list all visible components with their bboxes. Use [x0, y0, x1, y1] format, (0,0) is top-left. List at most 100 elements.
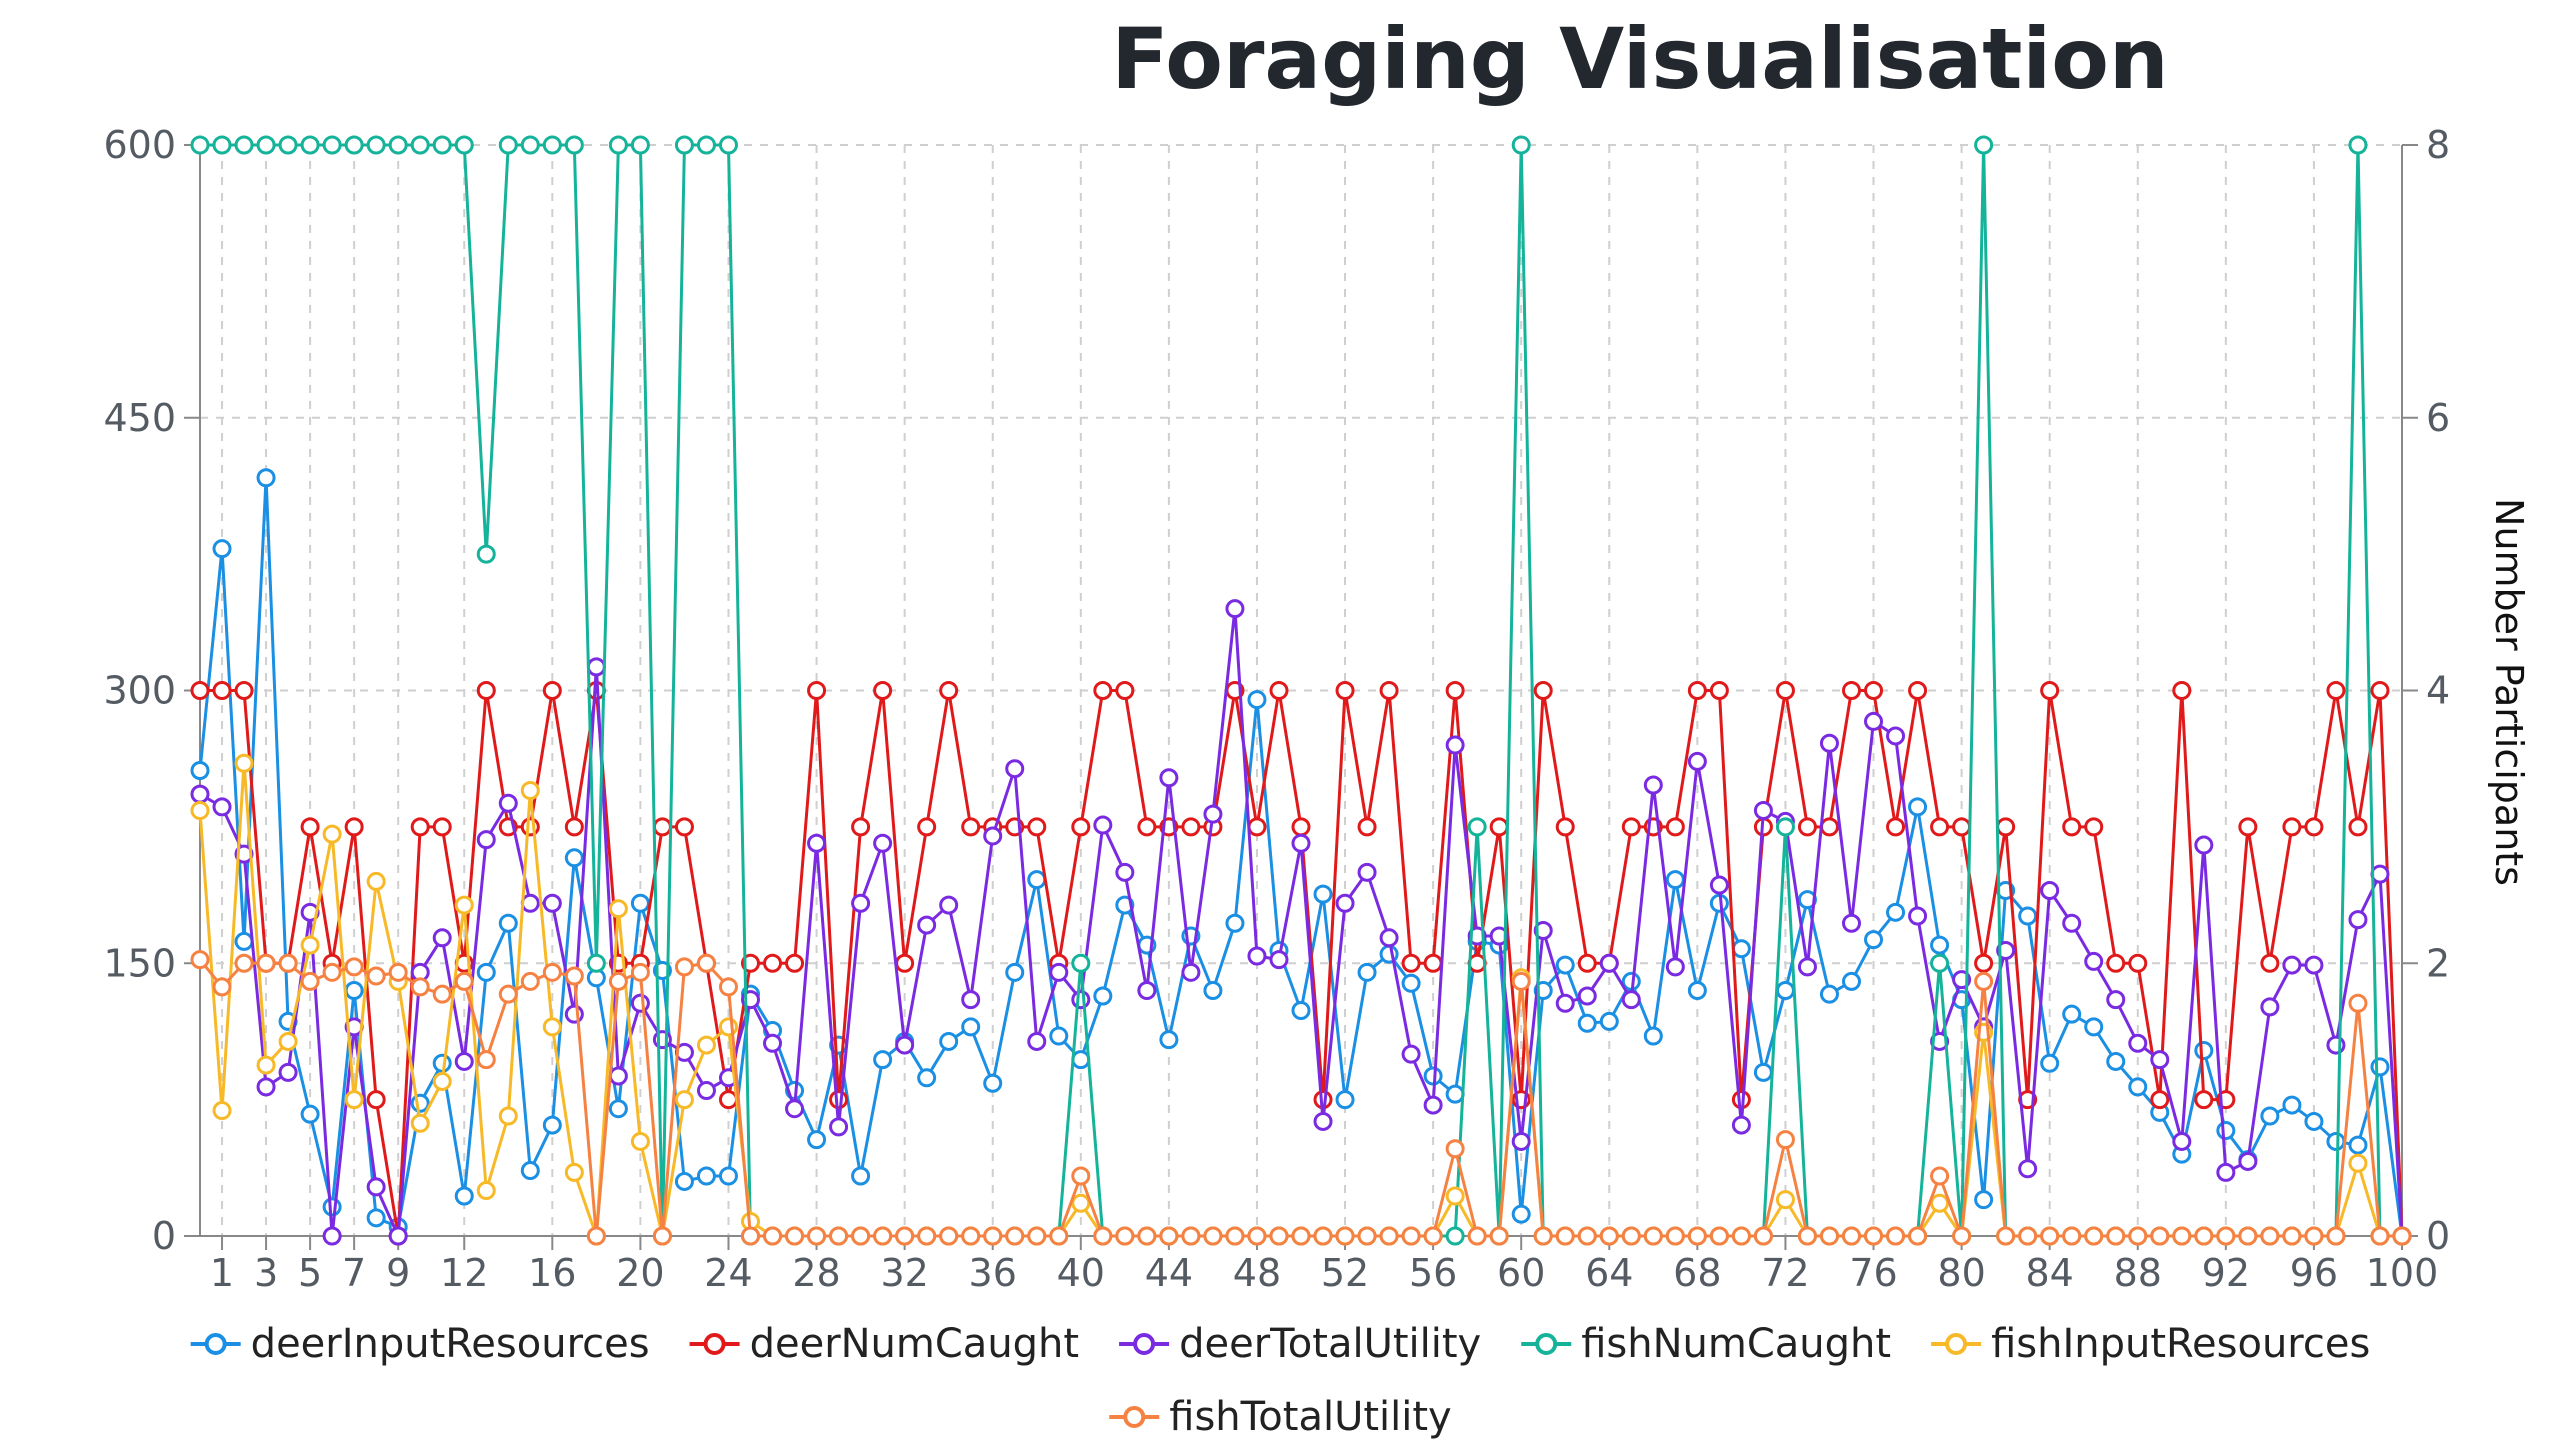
data-point	[1687, 981, 1707, 1001]
data-point	[2018, 1226, 2038, 1246]
legend-item-deerNumCaught[interactable]: deerNumCaught	[689, 1321, 1080, 1367]
data-point	[322, 135, 342, 155]
data-point	[2084, 817, 2104, 837]
data-point	[278, 1062, 298, 1082]
legend-item-fishInputResources[interactable]: fishInputResources	[1931, 1321, 2370, 1367]
data-point	[1665, 1226, 1685, 1246]
data-point	[2084, 1017, 2104, 1037]
data-point	[1577, 1226, 1597, 1246]
data-point	[498, 913, 518, 933]
data-point	[1335, 1226, 1355, 1246]
data-point	[410, 977, 430, 997]
data-point	[1401, 973, 1421, 993]
data-point	[2348, 1153, 2368, 1173]
data-point	[1621, 990, 1641, 1010]
data-point	[718, 1090, 738, 1110]
data-point	[322, 1197, 342, 1217]
x-tick-label: 64	[1585, 1251, 1633, 1295]
data-point	[1071, 1193, 1091, 1213]
data-point	[1203, 981, 1223, 1001]
data-point	[2128, 1033, 2148, 1053]
data-point	[2326, 681, 2346, 700]
data-point	[388, 962, 408, 982]
data-point	[1930, 953, 1950, 973]
data-point	[718, 1166, 738, 1186]
data-point	[917, 1068, 937, 1088]
data-point	[1555, 993, 1575, 1013]
legend[interactable]: deerInputResources deerNumCaught deerTotal…	[190, 1321, 2371, 1440]
data-point	[851, 1226, 871, 1246]
data-point	[520, 135, 540, 155]
data-point	[300, 971, 320, 991]
data-point	[652, 1226, 672, 1246]
data-point	[476, 1050, 496, 1070]
data-point	[1731, 1115, 1751, 1135]
data-point	[432, 135, 452, 155]
data-point	[2062, 1004, 2082, 1024]
data-point	[1335, 681, 1355, 700]
data-point	[476, 1181, 496, 1201]
data-point	[256, 135, 276, 155]
data-point	[1423, 1226, 1443, 1246]
data-point	[1357, 817, 1377, 837]
data-point	[1930, 935, 1950, 955]
data-point	[1489, 817, 1509, 837]
x-tick-label: 7	[342, 1251, 366, 1295]
data-point	[608, 1099, 628, 1119]
data-point	[2172, 681, 2192, 700]
data-point	[1775, 981, 1795, 1001]
data-point	[1511, 135, 1531, 155]
data-point	[1864, 1226, 1884, 1246]
legend-item-fishTotalUtility[interactable]: fishTotalUtility	[1109, 1394, 1452, 1440]
data-point	[1115, 681, 1135, 700]
x-tick-label: 56	[1409, 1251, 1457, 1295]
data-point	[1115, 862, 1135, 882]
data-point	[344, 981, 364, 1001]
data-point	[1599, 1011, 1619, 1031]
data-point	[476, 544, 496, 564]
data-point	[785, 953, 805, 973]
data-point	[785, 1226, 805, 1246]
data-point	[983, 1073, 1003, 1093]
data-point	[1203, 804, 1223, 824]
data-point	[1225, 599, 1245, 619]
data-point	[1577, 986, 1597, 1006]
data-point	[1511, 1131, 1531, 1151]
legend-item-deerInputResources[interactable]: deerInputResources	[190, 1321, 650, 1367]
legend-item-fishNumCaught[interactable]: fishNumCaught	[1521, 1321, 1891, 1367]
data-point	[234, 135, 254, 155]
data-point	[520, 893, 540, 913]
data-point	[1247, 1226, 1267, 1246]
data-point	[1886, 726, 1906, 746]
data-point	[1665, 870, 1685, 890]
data-point	[2282, 1226, 2302, 1246]
data-point	[1974, 135, 1994, 155]
data-point	[498, 984, 518, 1004]
x-tick-label: 88	[2114, 1251, 2162, 1295]
data-point	[476, 681, 496, 700]
data-point	[1379, 928, 1399, 948]
data-point	[2216, 1121, 2236, 1141]
x-tick-label: 1	[210, 1251, 234, 1295]
data-point	[300, 935, 320, 955]
data-point	[2106, 990, 2126, 1010]
data-point	[2084, 951, 2104, 971]
data-point	[432, 928, 452, 948]
data-point	[696, 135, 716, 155]
data-point	[300, 1104, 320, 1124]
left-tick-label: 0	[152, 1214, 176, 1258]
data-point	[1291, 1001, 1311, 1021]
x-tick-label: 20	[616, 1251, 664, 1295]
data-point	[1093, 986, 1113, 1006]
left-tick-label: 600	[103, 123, 176, 167]
data-point	[256, 468, 276, 488]
data-point	[586, 1226, 606, 1246]
data-point	[542, 962, 562, 982]
data-point	[2194, 1041, 2214, 1061]
legend-item-deerTotalUtility[interactable]: deerTotalUtility	[1119, 1321, 1481, 1367]
data-point	[1577, 1013, 1597, 1033]
data-point	[1731, 939, 1751, 959]
data-point	[1687, 681, 1707, 700]
data-point	[212, 681, 232, 700]
data-point	[366, 135, 386, 155]
